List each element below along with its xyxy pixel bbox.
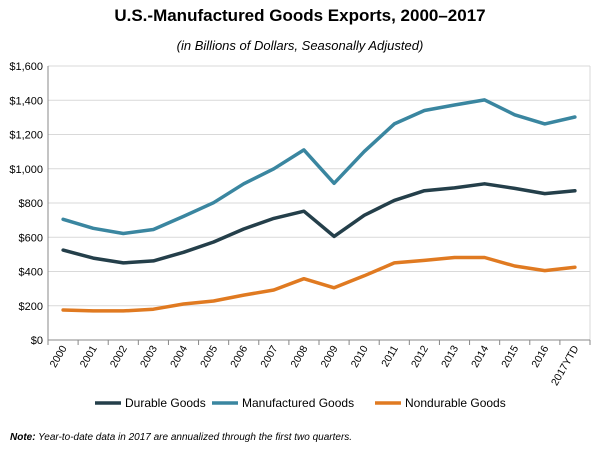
x-tick-label: 2009 (319, 343, 341, 369)
x-tick-label: 2006 (228, 343, 250, 369)
y-tick-label: $400 (19, 267, 43, 279)
x-tick-label: 2016 (529, 343, 551, 369)
y-tick-label: $600 (19, 232, 43, 244)
series-line (61, 98, 577, 236)
x-tick-label: 2014 (469, 343, 491, 369)
x-tick-label: 2005 (198, 343, 220, 369)
y-tick-label: $1,000 (9, 164, 43, 176)
x-tick-label: 2013 (439, 343, 461, 369)
footnote: Note: Year-to-date data in 2017 are annu… (10, 432, 352, 443)
grid-lines (48, 65, 591, 341)
legend-label: Manufactured Goods (242, 396, 354, 410)
legend-label: Nondurable Goods (405, 396, 506, 410)
x-tick-label: 2011 (379, 343, 401, 369)
x-tick-label: 2007 (258, 343, 280, 369)
y-tick-label: $0 (31, 335, 43, 347)
y-tick-label: $1,600 (9, 61, 43, 73)
x-tick-label: 2003 (138, 343, 160, 369)
note-text: Year-to-date data in 2017 are annualized… (35, 432, 353, 443)
x-tick-label: 2004 (168, 343, 190, 369)
series-lines (61, 98, 577, 313)
series-line (61, 255, 577, 313)
x-tick-label: 2010 (349, 343, 371, 369)
x-tick-label: 2008 (288, 343, 310, 369)
axes: $0 $200 $400 $600 $800 $1,000 $1,200 $1,400 $1,6… (9, 61, 591, 388)
chart-title: U.S.-Manufactured Goods Exports, 2000–20… (114, 6, 486, 25)
legend-label: Durable Goods (125, 396, 206, 410)
chart-subtitle: (in Billions of Dollars, Seasonally Adju… (176, 38, 424, 53)
series-line (61, 182, 577, 265)
x-tick-label: 2000 (48, 343, 70, 369)
note-label: Note: (10, 432, 36, 443)
x-tick-label: 2017YTD (549, 343, 582, 388)
y-tick-label: $1,400 (9, 95, 43, 107)
y-tick-label: $800 (19, 198, 43, 210)
x-tick-label: 2012 (409, 343, 431, 369)
x-tick-label: 2015 (499, 343, 521, 369)
x-tick-label: 2002 (108, 343, 130, 369)
legend: Durable Goods Manufactured Goods Nondurabl… (95, 396, 506, 410)
y-tick-label: $200 (19, 301, 43, 313)
y-tick-label: $1,200 (9, 130, 43, 142)
x-tick-label: 2001 (78, 343, 100, 369)
